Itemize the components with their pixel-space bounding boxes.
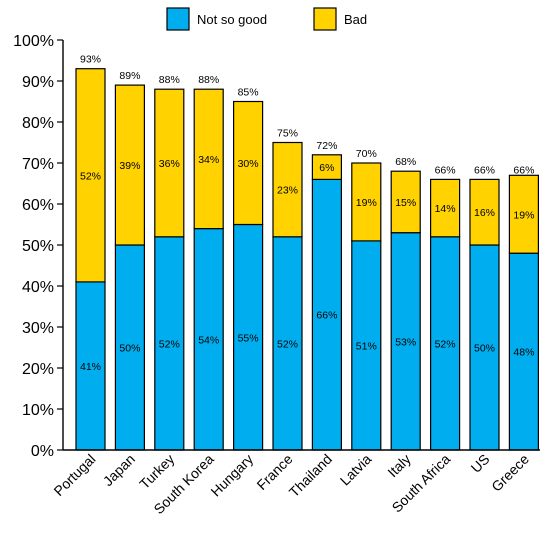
total-label-japan: 89% (119, 70, 140, 82)
data-label-bad-south-korea: 34% (198, 154, 219, 166)
data-label-not-so-good-france: 52% (277, 338, 298, 350)
total-label-france: 75% (277, 128, 298, 140)
legend-swatch-bad (313, 7, 337, 31)
y-tick-label-60: 60% (22, 197, 54, 214)
data-label-not-so-good-us: 50% (474, 343, 495, 355)
bar-not-so-good-france (272, 236, 303, 451)
total-label-south-africa: 66% (435, 164, 456, 176)
bar-bad-greece (508, 174, 539, 254)
y-tick-label-30: 30% (22, 320, 54, 337)
data-label-not-so-good-turkey: 52% (159, 338, 180, 350)
total-label-thailand: 72% (316, 140, 337, 152)
data-label-not-so-good-japan: 50% (119, 343, 140, 355)
x-tick-label-portugal: Portugal (50, 451, 98, 499)
total-label-hungary: 85% (238, 87, 259, 99)
data-label-bad-south-africa: 14% (435, 203, 456, 215)
y-tick-label-100: 100% (13, 33, 54, 50)
total-label-italy: 68% (395, 156, 416, 168)
bar-bad-france (272, 141, 303, 238)
data-label-bad-portugal: 52% (80, 170, 101, 182)
data-label-not-so-good-italy: 53% (395, 336, 416, 348)
y-tick-label-0: 0% (31, 443, 54, 460)
bar-bad-latvia (351, 162, 382, 242)
total-label-greece: 66% (513, 164, 534, 176)
data-label-not-so-good-latvia: 51% (356, 340, 377, 352)
y-tick-label-20: 20% (22, 361, 54, 378)
x-tick-label-japan: Japan (100, 451, 138, 489)
bar-bad-us (469, 178, 500, 246)
total-label-latvia: 70% (356, 148, 377, 160)
y-tick-label-70: 70% (22, 156, 54, 173)
x-tick-label-latvia: Latvia (337, 451, 375, 489)
bar-bad-italy (390, 170, 421, 234)
x-tick-label-us: US (468, 451, 493, 476)
bar-not-so-good-greece (508, 252, 539, 451)
x-tick-label-thailand: Thailand (286, 451, 335, 500)
bar-bad-hungary (233, 100, 264, 226)
data-label-bad-italy: 15% (395, 197, 416, 209)
legend: Not so good Bad (166, 7, 367, 31)
bar-bad-turkey (154, 88, 185, 238)
legend-label-bad: Bad (344, 12, 367, 27)
data-label-bad-latvia: 19% (356, 197, 377, 209)
data-label-not-so-good-thailand: 66% (316, 310, 337, 322)
bar-bad-south-africa (430, 178, 461, 238)
data-label-not-so-good-hungary: 55% (238, 332, 259, 344)
data-label-bad-thailand: 6% (319, 162, 334, 174)
y-tick-label-90: 90% (22, 74, 54, 91)
bar-not-so-good-italy (390, 232, 421, 451)
data-label-bad-turkey: 36% (159, 158, 180, 170)
y-tick-label-40: 40% (22, 279, 54, 296)
bar-bad-portugal (75, 68, 106, 283)
legend-label-not-so-good: Not so good (197, 12, 267, 27)
bar-bad-japan (114, 84, 146, 246)
bars-group (75, 68, 539, 451)
data-label-bad-japan: 39% (119, 160, 140, 172)
data-label-bad-greece: 19% (513, 209, 534, 221)
axes-group: 0% 10% 20% 30% 40% 50% 60% 70% 80% 90% 100% (13, 33, 540, 460)
total-label-us: 66% (474, 164, 495, 176)
x-tick-label-greece: Greece (488, 451, 532, 495)
total-label-south-korea: 88% (198, 74, 219, 86)
data-label-bad-us: 16% (474, 207, 495, 219)
bar-bad-south-korea (193, 88, 224, 230)
y-tick-label-80: 80% (22, 115, 54, 132)
bar-not-so-good-south-africa (430, 236, 461, 451)
data-label-not-so-good-south-korea: 54% (198, 334, 219, 346)
bar-not-so-good-portugal (75, 281, 106, 451)
x-tick-label-hungary: Hungary (207, 451, 256, 500)
legend-swatch-not-so-good (166, 7, 190, 31)
data-label-not-so-good-greece: 48% (513, 347, 534, 359)
data-label-bad-france: 23% (277, 185, 298, 197)
y-tick-label-50: 50% (22, 238, 54, 255)
bar-bad-thailand (311, 154, 342, 181)
total-label-portugal: 93% (80, 54, 101, 66)
total-label-turkey: 88% (159, 74, 180, 86)
data-label-not-so-good-south-africa: 52% (435, 338, 456, 350)
x-tick-label-italy: Italy (384, 451, 413, 480)
data-label-not-so-good-portugal: 41% (80, 361, 101, 373)
y-tick-label-10: 10% (22, 402, 54, 419)
bar-not-so-good-us (469, 244, 500, 451)
data-label-bad-hungary: 30% (238, 158, 259, 170)
